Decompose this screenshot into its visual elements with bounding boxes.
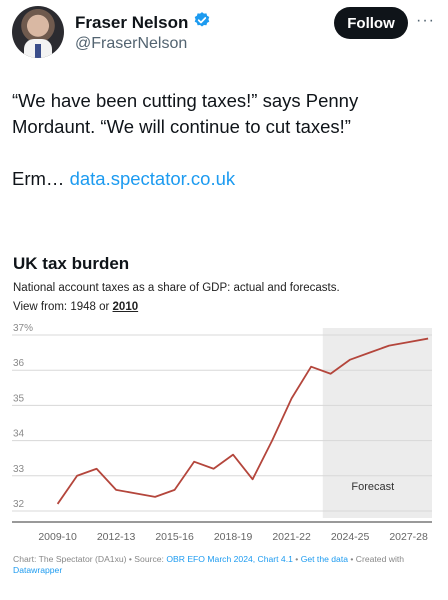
x-tick-label: 2012-13 (97, 531, 136, 543)
x-tick-label: 2024-25 (331, 531, 370, 543)
more-options-icon[interactable]: ··· (416, 12, 435, 29)
view-or: or (95, 301, 113, 313)
y-tick-label: 33 (13, 464, 25, 475)
view-option-1948[interactable]: 1948 (70, 301, 96, 313)
tweet-quote: “We have been cutting taxes!” says Penny… (12, 90, 359, 137)
y-tick-label: 36 (13, 358, 25, 369)
tax-burden-series-line (56, 337, 429, 505)
spectator-data-link[interactable]: data.spectator.co.uk (69, 168, 236, 189)
view-from-selector: View from: 1948 or 2010 (13, 301, 138, 313)
tweet-link-prefix: Erm… (12, 168, 70, 189)
get-the-data-link[interactable]: Get the data (300, 554, 348, 564)
y-tick-label: 35 (13, 393, 25, 404)
footer-created: • Created with (348, 554, 405, 564)
y-tick-label: 37% (13, 323, 33, 334)
chart-card[interactable]: UK tax burden National account taxes as … (0, 236, 448, 600)
chart-subtitle: National account taxes as a share of GDP… (13, 282, 340, 294)
author-name[interactable]: Fraser Nelson (75, 12, 189, 32)
chart-title: UK tax burden (13, 254, 130, 273)
author-name-row: Fraser Nelson (75, 11, 211, 34)
tweet-header: Fraser Nelson @FraserNelson Follow ··· (12, 6, 436, 60)
avatar-tie (35, 44, 41, 58)
tax-burden-line-chart: 37% 36 35 34 33 32 2009-10 2012-13 2015-16 2018-1… (12, 323, 432, 543)
x-tick-label: 2021-22 (272, 531, 311, 543)
view-option-2010[interactable]: 2010 (112, 301, 139, 313)
avatar[interactable] (12, 6, 64, 58)
x-tick-label: 2009-10 (38, 531, 77, 543)
author-handle[interactable]: @FraserNelson (75, 35, 188, 52)
tweet-link-line: Erm… data.spectator.co.uk (12, 166, 436, 192)
y-tick-label: 32 (13, 499, 25, 510)
x-tick-label: 2018-19 (214, 531, 253, 543)
source-link[interactable]: OBR EFO March 2024, Chart 4.1 (166, 554, 293, 564)
chart-footer: Chart: The Spectator (DA1xu) • Source: O… (13, 554, 433, 576)
forecast-region (322, 328, 432, 518)
x-tick-label: 2027-28 (389, 531, 428, 543)
x-tick-label: 2015-16 (155, 531, 194, 543)
footer-sep: • (292, 554, 301, 564)
datawrapper-link[interactable]: Datawrapper (13, 565, 63, 575)
y-tick-label: 34 (13, 429, 25, 440)
view-prefix: View from: (13, 301, 71, 313)
footer-source-prefix: Chart: The Spectator (DA1xu) • Source: (13, 554, 167, 564)
verified-badge-icon (193, 11, 211, 34)
tweet-text: “We have been cutting taxes!” says Penny… (12, 88, 436, 192)
follow-button[interactable]: Follow (334, 7, 408, 39)
forecast-label: Forecast (351, 481, 394, 493)
